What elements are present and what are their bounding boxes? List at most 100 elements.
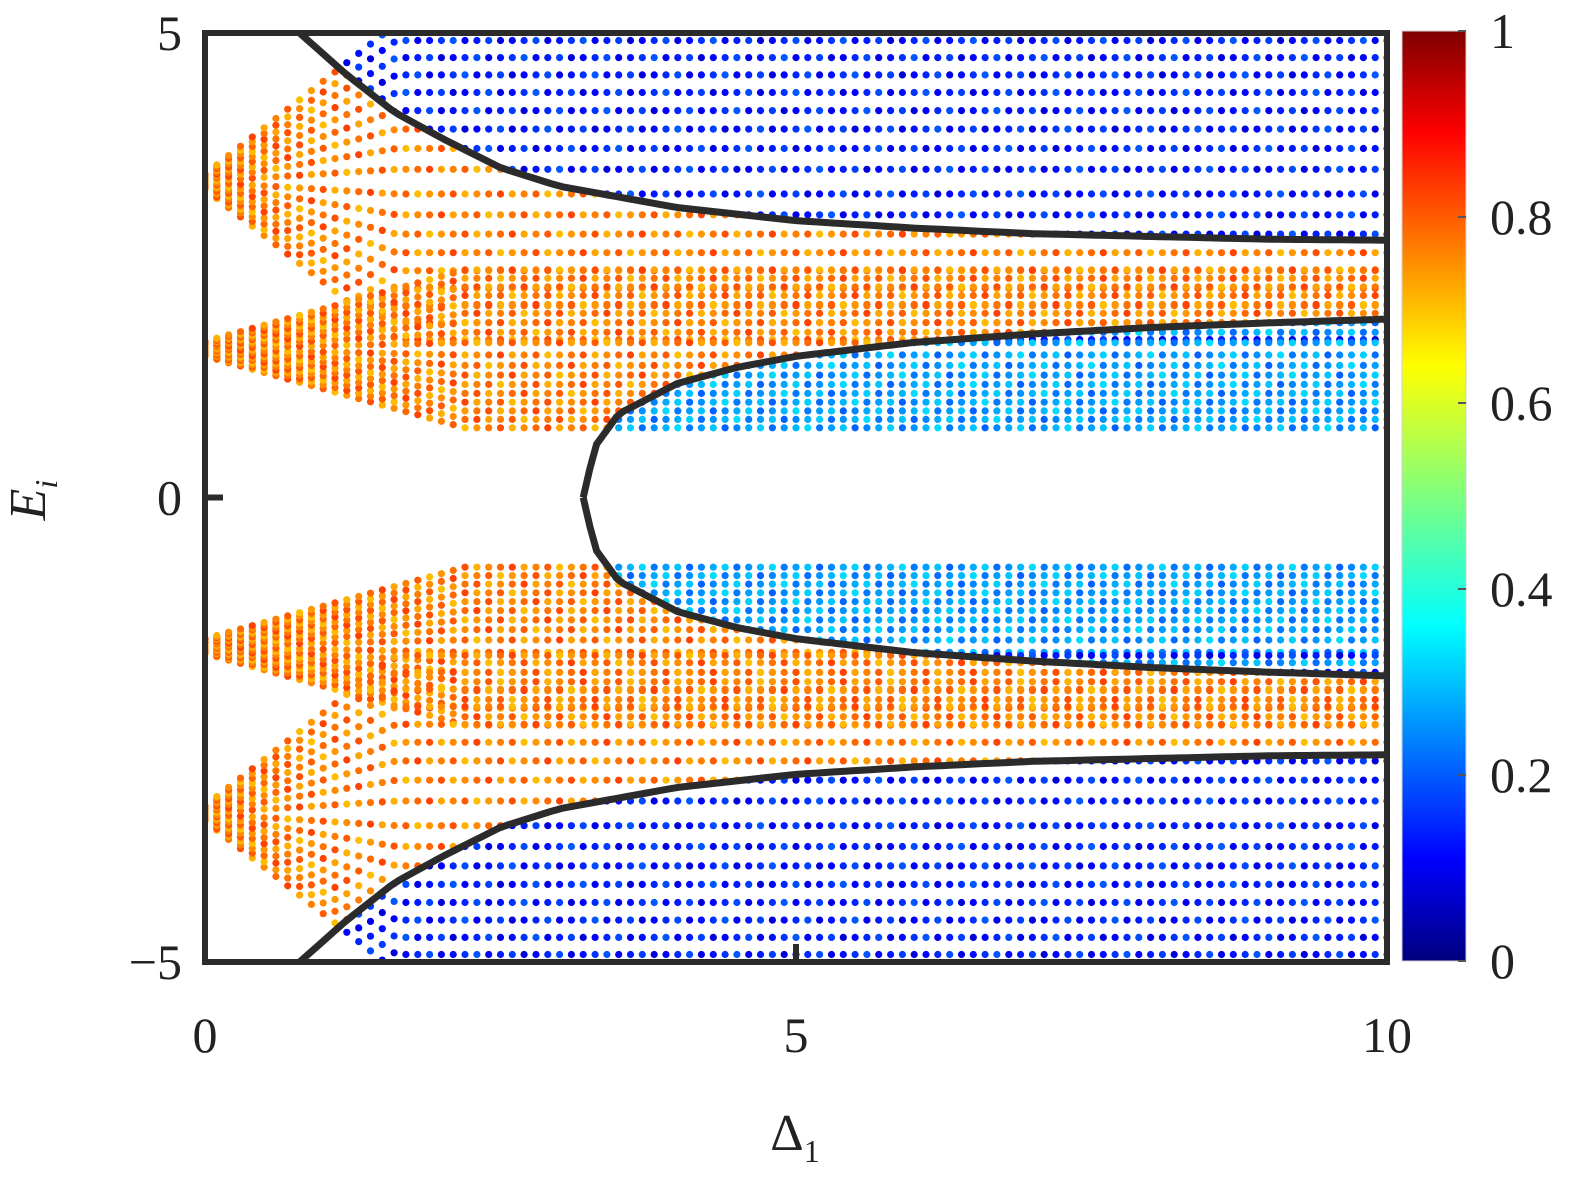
scatter-point	[697, 328, 706, 336]
scatter-point	[1300, 107, 1308, 115]
scatter-point	[922, 36, 930, 45]
scatter-point	[402, 107, 410, 115]
scatter-point	[556, 563, 564, 571]
scatter-point	[650, 266, 658, 274]
scatter-point	[378, 617, 386, 625]
scatter-point	[721, 249, 729, 257]
scatter-point	[532, 230, 540, 238]
scatter-point	[1017, 580, 1025, 588]
scatter-point	[426, 637, 434, 645]
scatter-point	[390, 589, 398, 597]
scatter-point	[756, 389, 765, 397]
scatter-point	[1229, 361, 1237, 369]
scatter-point	[839, 125, 847, 133]
scatter-point	[1052, 713, 1060, 721]
scatter-point	[461, 607, 469, 615]
scatter-point	[792, 144, 800, 153]
scatter-point	[1229, 125, 1237, 133]
scatter-point	[697, 144, 706, 153]
scatter-point	[1229, 283, 1237, 291]
scatter-point	[863, 54, 871, 62]
scatter-point	[520, 266, 528, 274]
scatter-point	[414, 397, 422, 405]
scatter-point	[1064, 36, 1072, 45]
scatter-point	[508, 572, 516, 580]
scatter-point	[248, 181, 256, 189]
scatter-point	[981, 300, 989, 308]
scatter-point	[780, 274, 788, 282]
scatter-point	[934, 351, 942, 359]
scatter-point	[426, 392, 434, 400]
scatter-point	[709, 398, 717, 406]
scatter-point	[272, 241, 280, 249]
scatter-point	[662, 659, 670, 667]
scatter-point	[437, 609, 445, 618]
scatter-point	[485, 283, 493, 291]
scatter-point	[1312, 274, 1320, 282]
scatter-point	[366, 292, 375, 300]
scatter-point	[957, 291, 966, 300]
scatter-point	[1135, 107, 1143, 115]
scatter-point	[910, 678, 918, 686]
scatter-point	[1241, 125, 1249, 133]
scatter-point	[969, 211, 977, 219]
scatter-point	[957, 319, 966, 327]
scatter-point	[1300, 351, 1308, 359]
scatter-point	[426, 384, 434, 392]
scatter-point	[544, 713, 552, 721]
scatter-point	[1217, 125, 1226, 133]
scatter-point	[343, 381, 351, 389]
scatter-point	[1158, 300, 1166, 308]
scatter-point	[638, 36, 646, 45]
scatter-point	[1147, 274, 1155, 282]
scatter-point	[414, 107, 422, 115]
scatter-point	[768, 291, 777, 300]
scatter-point	[496, 107, 505, 115]
scatter-point	[934, 328, 942, 336]
scatter-point	[650, 695, 658, 704]
scatter-point	[473, 88, 481, 97]
scatter-point	[1158, 165, 1166, 173]
scatter-point	[745, 71, 753, 79]
scatter-point	[827, 211, 836, 219]
scatter-point	[544, 361, 552, 369]
scatter-point	[579, 678, 587, 686]
scatter-point	[733, 144, 741, 153]
scatter-point	[378, 295, 386, 303]
scatter-point	[816, 659, 824, 667]
scatter-point	[508, 713, 516, 721]
scatter-point	[390, 248, 398, 256]
scatter-point	[851, 283, 859, 291]
scatter-point	[449, 190, 457, 198]
scatter-point	[390, 602, 398, 610]
scatter-point	[686, 407, 694, 415]
scatter-point	[686, 88, 694, 97]
scatter-point	[662, 407, 670, 415]
scatter-point	[603, 626, 611, 634]
scatter-point	[355, 646, 363, 654]
scatter-point	[1052, 678, 1060, 686]
scatter-point	[248, 168, 256, 176]
scatter-point	[922, 563, 930, 571]
scatter-point	[1182, 351, 1190, 359]
scatter-point	[1182, 125, 1190, 133]
scatter-point	[520, 389, 528, 397]
scatter-point	[544, 695, 552, 704]
scatter-point	[957, 678, 966, 686]
scatter-point	[1099, 636, 1107, 644]
scatter-point	[1123, 211, 1131, 219]
scatter-point	[1206, 88, 1214, 97]
scatter-point	[1040, 371, 1048, 379]
scatter-point	[650, 249, 658, 257]
scatter-point	[378, 189, 386, 197]
scatter-point	[839, 563, 847, 571]
scatter-point	[544, 107, 552, 115]
scatter-point	[579, 351, 587, 359]
scatter-point	[556, 125, 564, 133]
scatter-point	[1194, 165, 1202, 173]
scatter-point	[520, 636, 528, 644]
scatter-point	[1064, 190, 1072, 198]
scatter-point	[981, 54, 989, 62]
scatter-point	[709, 415, 717, 423]
scatter-point	[284, 202, 292, 210]
